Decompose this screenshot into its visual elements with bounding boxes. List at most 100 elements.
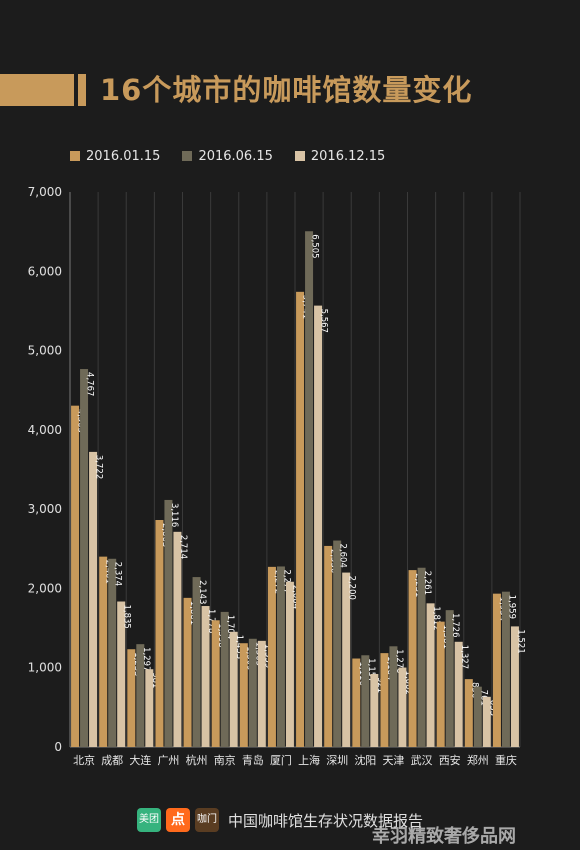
- bar: [155, 520, 164, 747]
- bar-data-label: 2,261: [422, 571, 432, 595]
- y-tick-label: 0: [54, 740, 62, 754]
- y-tick-label: 3,000: [28, 502, 62, 516]
- x-tick-label: 青岛: [242, 753, 264, 767]
- bar: [324, 545, 333, 747]
- bar: [220, 611, 229, 747]
- legend-item-3: 2016.12.15: [294, 146, 385, 166]
- bar: [417, 567, 426, 747]
- meituan-logo-icon: 美团: [137, 808, 161, 832]
- bar-data-label: 2,200: [347, 576, 357, 600]
- bar: [229, 631, 238, 747]
- bar: [80, 369, 89, 747]
- footer-source-text: 中国咖啡馆生存状况数据报告: [228, 812, 424, 830]
- bar: [333, 540, 342, 747]
- bar: [510, 626, 519, 747]
- x-tick-label: 杭州: [186, 753, 208, 767]
- y-tick-label: 4,000: [28, 423, 62, 437]
- x-tick-label: 成都: [101, 754, 123, 767]
- bar-data-label: 3,116: [169, 503, 179, 527]
- bar: [305, 231, 314, 747]
- legend-item-2: 2016.06.15: [182, 146, 273, 166]
- bar-data-label: 5,567: [319, 309, 329, 333]
- bar: [183, 597, 192, 747]
- bar-data-label: 1,002: [403, 671, 413, 695]
- bar-chart: 01,0002,0003,0004,0005,0006,0007,0004,30…: [28, 185, 526, 767]
- bar: [342, 572, 351, 747]
- y-tick-label: 6,000: [28, 264, 62, 278]
- bar: [164, 499, 173, 747]
- bar-data-label: 1,778: [206, 609, 216, 633]
- bar: [408, 570, 417, 747]
- bar-data-label: 1,270: [394, 649, 404, 673]
- bar: [89, 451, 98, 747]
- bar: [482, 696, 491, 747]
- bar: [370, 673, 379, 747]
- bar: [464, 679, 473, 747]
- bar: [99, 556, 108, 747]
- bar: [285, 581, 294, 747]
- x-tick-label: 广州: [157, 754, 179, 767]
- x-tick-label: 南京: [214, 753, 236, 767]
- x-tick-label: 深圳: [326, 754, 348, 767]
- bar-data-label: 1,339: [262, 644, 272, 668]
- bar: [211, 620, 220, 747]
- bar-data-label: 1,327: [459, 645, 469, 669]
- bar: [389, 646, 398, 747]
- x-tick-label: 上海: [298, 753, 320, 767]
- x-tick-label: 重庆: [495, 753, 517, 767]
- bar: [380, 653, 389, 747]
- x-tick-label: 北京: [73, 753, 95, 767]
- bar: [71, 405, 80, 747]
- bar-data-label: 1,453: [234, 635, 244, 659]
- bar: [248, 638, 257, 747]
- bar: [276, 566, 285, 747]
- bar: [352, 658, 361, 747]
- bar: [436, 621, 445, 747]
- bar: [192, 577, 201, 747]
- x-tick-label: 西安: [439, 753, 461, 767]
- bar: [267, 566, 276, 747]
- legend-swatch-3: [294, 151, 305, 161]
- y-tick-label: 5,000: [28, 344, 62, 358]
- y-tick-label: 1,000: [28, 661, 62, 675]
- watermark: 幸羽精致奢侈品网: [372, 826, 516, 847]
- bar: [501, 591, 510, 747]
- kafei-logo-icon: 咖门: [195, 808, 219, 832]
- bar: [398, 667, 407, 747]
- title-accent-bar: [0, 74, 74, 106]
- bar: [257, 640, 266, 747]
- legend: 2016.01.15 2016.06.15 2016.12.15: [70, 146, 407, 166]
- bar: [426, 603, 435, 747]
- bar-data-label: 1,157: [366, 658, 376, 682]
- bar-data-label: 981: [150, 672, 160, 688]
- bar: [145, 669, 154, 747]
- y-tick-label: 2,000: [28, 581, 62, 595]
- dianping-logo-icon: 点: [166, 808, 190, 832]
- bar: [117, 601, 126, 747]
- x-tick-label: 厦门: [270, 753, 292, 767]
- x-tick-label: 武汉: [411, 754, 433, 767]
- bar: [173, 531, 182, 747]
- bar: [296, 291, 305, 747]
- x-tick-label: 大连: [129, 753, 151, 767]
- bar-data-label: 1,726: [450, 613, 460, 637]
- legend-swatch-1: [70, 151, 80, 161]
- bar-data-label: 1,812: [431, 606, 441, 630]
- bar: [445, 610, 454, 747]
- bar-data-label: 3,722: [94, 455, 104, 479]
- bar-data-label: 921: [375, 677, 385, 693]
- bar-data-label: 2,374: [113, 562, 123, 586]
- x-tick-label: 沈阳: [354, 753, 376, 767]
- bar: [454, 641, 463, 747]
- bar: [361, 655, 370, 747]
- bar-data-label: 2,714: [178, 535, 188, 559]
- y-tick-label: 7,000: [28, 185, 62, 199]
- title-accent-bar-thin: [78, 74, 86, 106]
- bar-data-label: 1,835: [122, 605, 132, 629]
- bar-data-label: 2,143: [197, 580, 207, 604]
- title-block: 16个城市的咖啡馆数量变化: [0, 70, 580, 110]
- x-tick-label: 郑州: [467, 753, 489, 767]
- bar-data-label: 6,505: [310, 234, 320, 258]
- bar-data-label: 2,277: [281, 569, 291, 593]
- bar-data-label: 1,521: [515, 629, 525, 653]
